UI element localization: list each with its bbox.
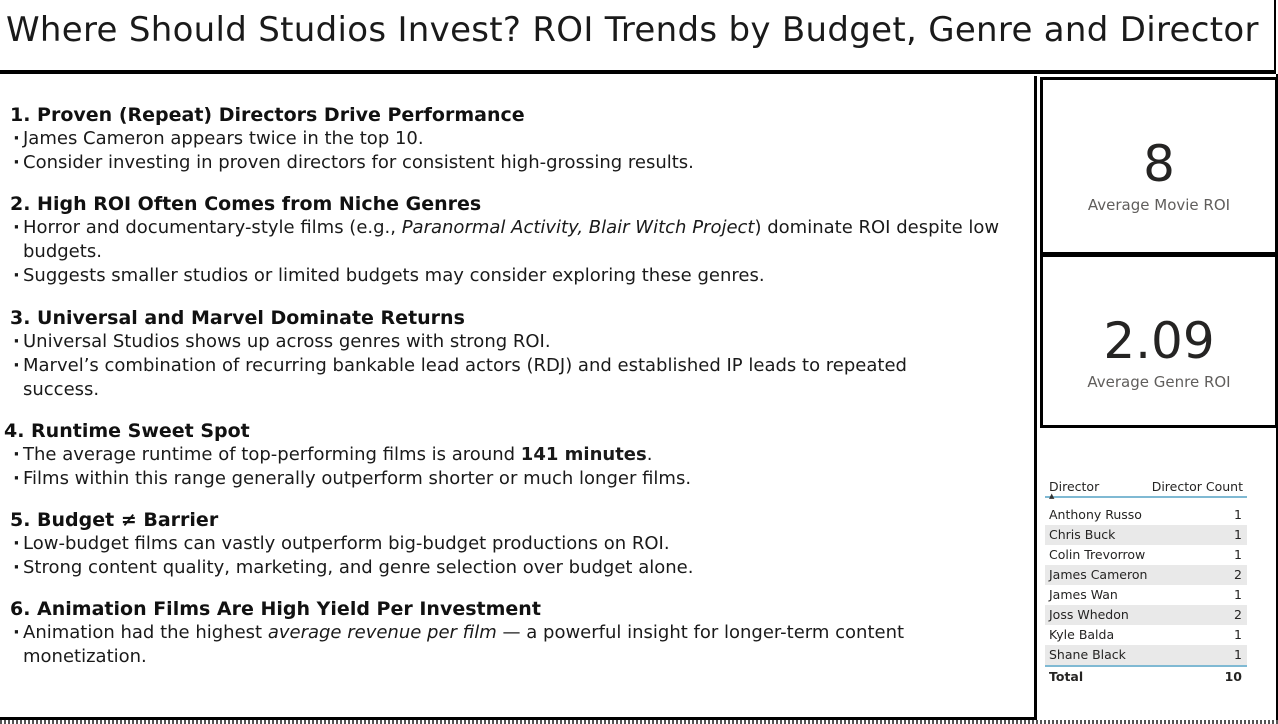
bullet-item: Universal Studios shows up across genres…: [10, 330, 970, 354]
section-heading: 1. Proven (Repeat) Directors Drive Perfo…: [10, 104, 525, 126]
section-animation: 6. Animation Films Are High Yield Per In…: [10, 597, 1030, 669]
card-average-genre-roi[interactable]: 2.09 Average Genre ROI: [1040, 254, 1278, 428]
column-header-director-count[interactable]: Director Count: [1151, 479, 1243, 494]
section-directors: 1. Proven (Repeat) Directors Drive Perfo…: [10, 103, 1030, 175]
card-value: 2.09: [1103, 312, 1215, 370]
bottom-divider: [0, 720, 1278, 724]
section-heading: 3. Universal and Marvel Dominate Returns: [10, 307, 465, 329]
section-heading: 2. High ROI Often Comes from Niche Genre…: [10, 193, 482, 215]
table-header: Director Director Count ▲: [1045, 472, 1247, 500]
table-row[interactable]: James Cameron 2: [1045, 565, 1247, 585]
section-genres: 2. High ROI Often Comes from Niche Genre…: [10, 192, 1030, 288]
card-label: Average Genre ROI: [1087, 373, 1231, 391]
table-row[interactable]: Colin Trevorrow 1: [1049, 547, 1242, 562]
bullet-item: Suggests smaller studios or limited budg…: [10, 264, 1030, 288]
bullet-item: Marvel’s combination of recurring bankab…: [10, 354, 970, 402]
bullet-item: Strong content quality, marketing, and g…: [10, 556, 1030, 580]
table-row[interactable]: James Wan 1: [1049, 587, 1242, 602]
sort-ascending-icon: ▲: [1049, 492, 1055, 500]
card-label: Average Movie ROI: [1087, 196, 1231, 214]
section-heading: 6. Animation Films Are High Yield Per In…: [10, 598, 541, 620]
page-title: Where Should Studios Invest? ROI Trends …: [6, 10, 1259, 50]
card-average-movie-roi[interactable]: 8 Average Movie ROI: [1040, 77, 1278, 255]
section-heading: 4. Runtime Sweet Spot: [4, 420, 250, 442]
bullet-item: Low-budget films can vastly outperform b…: [10, 532, 1030, 556]
table-total-row: Total 10: [1045, 665, 1247, 687]
table-row[interactable]: Anthony Russo 1: [1049, 507, 1242, 522]
bullet-item: Films within this range generally outper…: [10, 467, 1024, 491]
table-row[interactable]: Chris Buck 1: [1045, 525, 1247, 545]
table-row[interactable]: Shane Black 1: [1045, 645, 1247, 665]
title-bar: Where Should Studios Invest? ROI Trends …: [0, 0, 1276, 74]
insights-panel: 1. Proven (Repeat) Directors Drive Perfo…: [0, 76, 1037, 720]
column-header-director[interactable]: Director: [1049, 479, 1100, 494]
director-table[interactable]: Director Director Count ▲ Anthony Russo 1…: [1045, 472, 1247, 687]
bullet-item: Horror and documentary-style films (e.g.…: [10, 216, 1030, 264]
bullet-item: James Cameron appears twice in the top 1…: [10, 127, 1030, 151]
card-value: 8: [1143, 135, 1175, 193]
bullet-item: Animation had the highest average revenu…: [10, 621, 970, 669]
bullet-item: The average runtime of top-performing fi…: [10, 443, 1024, 467]
section-runtime: 4. Runtime Sweet Spot The average runtim…: [4, 419, 1024, 491]
section-universal-marvel: 3. Universal and Marvel Dominate Returns…: [10, 306, 1030, 402]
table-row[interactable]: Joss Whedon 2: [1045, 605, 1247, 625]
table-row[interactable]: Kyle Balda 1: [1049, 627, 1242, 642]
bullet-item: Consider investing in proven directors f…: [10, 151, 1030, 175]
section-budget: 5. Budget ≠ Barrier Low-budget films can…: [10, 508, 1030, 580]
section-heading: 5. Budget ≠ Barrier: [10, 509, 219, 531]
